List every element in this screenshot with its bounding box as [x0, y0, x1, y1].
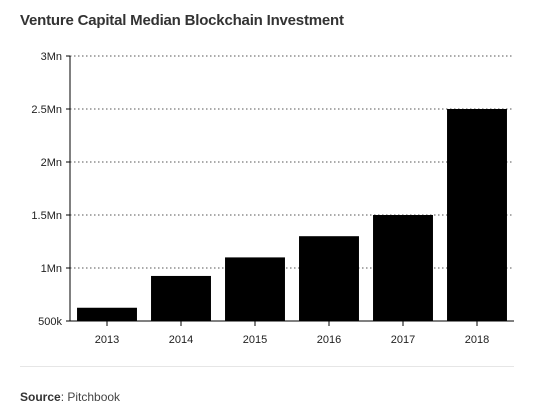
x-tick-label: 2018 — [465, 334, 489, 346]
y-tick-label: 1.5Mn — [31, 210, 62, 222]
bar-2016 — [299, 236, 359, 321]
x-tick-label: 2013 — [95, 334, 119, 346]
bar-2018 — [447, 109, 507, 321]
bar-chart: 500k 1Mn 1.5Mn 2Mn 2.5Mn 3Mn 2013 2014 2015 2016… — [31, 51, 514, 346]
bar-2017 — [373, 215, 433, 321]
bar-2013 — [77, 307, 137, 321]
x-tick-label: 2015 — [243, 334, 267, 346]
x-axis: 2013 2014 2015 2016 2017 2018 — [70, 320, 514, 346]
x-tick-label: 2016 — [317, 334, 341, 346]
x-tick-label: 2014 — [169, 334, 193, 346]
bar-2015 — [225, 257, 285, 321]
y-tick-label: 2Mn — [41, 157, 62, 169]
bars — [77, 109, 507, 321]
source-text: : Pitchbook — [60, 390, 121, 404]
x-tick-label: 2017 — [391, 334, 415, 346]
y-tick-label: 2.5Mn — [31, 104, 62, 116]
source-note: Source: Pitchbook — [20, 390, 120, 404]
y-axis: 500k 1Mn 1.5Mn 2Mn 2.5Mn 3Mn — [31, 51, 71, 328]
source-label: Source — [20, 390, 61, 404]
y-tick-label: 1Mn — [41, 263, 62, 275]
y-tick-label: 3Mn — [41, 51, 62, 63]
divider — [20, 366, 514, 367]
y-tick-label: 500k — [38, 316, 62, 328]
chart-title: Venture Capital Median Blockchain Invest… — [20, 12, 344, 29]
bar-2014 — [151, 275, 211, 321]
